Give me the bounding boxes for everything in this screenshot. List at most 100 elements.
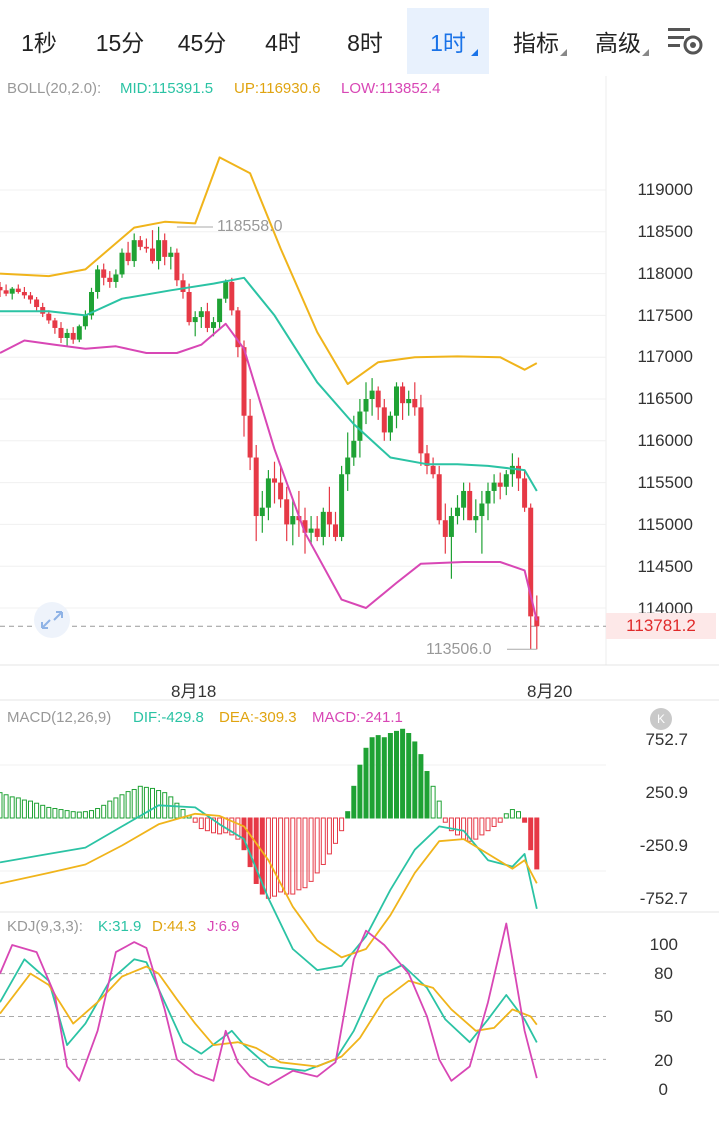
candle-body [9,288,15,294]
macd-histogram-bar [296,817,302,891]
candle-body [442,520,448,537]
tab-1h[interactable]: 1时 [407,8,489,74]
candle-body [89,291,94,316]
macd-histogram-bar [28,800,33,819]
candle-body [485,490,491,504]
macd-histogram-bar [168,796,174,819]
macd-histogram-bar [52,807,58,819]
macd-dea-value: DEA:-309.3 [219,709,297,726]
macd-histogram-bar [357,764,363,819]
candle-body [223,281,229,299]
macd-histogram-bar [473,817,479,840]
macd-axis-tick: -250.9 [639,836,688,855]
candle-body [284,499,290,525]
macd-histogram-bar [34,802,40,819]
macd-title: MACD(12,26,9) [7,709,112,726]
candle-body [113,274,119,282]
price-axis-tick: 115500 [637,473,693,492]
candle-body [461,490,467,508]
macd-histogram-bar [58,809,64,819]
kdj-j-value: J:6.9 [207,918,240,935]
dropdown-triangle-icon [471,49,478,56]
tab-4h[interactable]: 4时 [265,30,301,56]
candle-body [95,269,101,292]
candle-body [125,252,131,262]
tab-15m[interactable]: 15分 [95,30,145,56]
macd-macd-value: MACD:-241.1 [312,709,403,726]
candle-body [82,315,88,327]
candle-body [467,490,473,521]
candle-body [150,248,155,262]
tab-8h[interactable]: 8时 [347,30,383,56]
chart-settings-icon[interactable] [664,22,704,58]
expand-chart-icon[interactable] [30,600,74,640]
dropdown-triangle-icon [560,49,567,56]
macd-histogram-bar [461,817,467,840]
tab-indicators[interactable]: 指标 [500,8,572,74]
boll-title: BOLL(20,2.0): [7,80,102,97]
candle-body [174,252,180,281]
candle-body [217,298,223,323]
macd-histogram-bar [455,817,460,836]
price-axis-tick: 118500 [637,222,693,241]
macd-histogram-bar [534,817,540,870]
candle-body [192,317,198,323]
macd-histogram-bar [235,817,241,840]
period-tab-bar: 1秒 15分 45分 4时 8时 1时 指标 高级 [0,0,719,76]
macd-histogram-bar [204,817,210,832]
tab-45m[interactable]: 45分 [177,30,227,56]
dropdown-triangle-icon [642,49,649,56]
macd-histogram-bar [253,817,259,884]
candle-body [46,313,52,321]
macd-histogram-bar [156,790,162,819]
candle-body [253,457,259,517]
macd-dea-line [0,812,538,959]
candle-body [418,407,424,454]
candle-body [259,507,265,517]
candle-body [211,322,216,328]
kdj-d-value: D:44.3 [152,918,197,935]
candle-body [143,246,149,249]
macd-histogram-bar [107,800,113,819]
macd-histogram-bar [430,785,436,819]
macd-histogram-bar [479,817,485,836]
candle-body [186,291,192,323]
candle-body [351,440,357,458]
candle-body [168,252,174,257]
candle-body [369,390,375,399]
boll-mid-line [0,276,538,492]
kdj-title: KDJ(9,3,3): [7,918,83,935]
candle-body [339,474,345,537]
kdj-axis-tick: 50 [654,1007,673,1026]
macd-histogram-bar [174,802,180,819]
candle-body [381,407,387,433]
min-price-label: 113506.0 [426,641,492,658]
candle-body [430,465,436,475]
candle-body [28,295,33,300]
macd-histogram-bar [509,809,515,819]
candle-body [394,386,399,416]
macd-histogram-bar [0,792,3,819]
macd-histogram-bar [211,817,216,834]
tab-1s[interactable]: 1秒 [21,30,57,56]
tab-advanced[interactable]: 高级 [582,8,654,74]
candle-body [131,240,137,262]
macd-histogram-bar [89,810,94,819]
macd-histogram-bar [448,817,454,832]
macd-histogram-bar [272,817,277,897]
macd-histogram-bar [467,817,473,842]
macd-histogram-bar [406,733,412,819]
macd-histogram-bar [503,813,509,819]
macd-histogram-bar [247,817,253,868]
k-badge-icon[interactable]: K [650,708,672,730]
candle-body [448,516,454,537]
macd-histogram-bar [314,817,320,874]
candle-body [455,507,460,517]
macd-histogram-bar [351,785,357,819]
macd-histogram-bar [101,804,107,819]
macd-histogram-bar [278,817,284,893]
candle-body [137,240,143,247]
macd-histogram-bar [113,797,119,819]
candle-body [387,415,393,433]
candle-body [198,311,204,318]
